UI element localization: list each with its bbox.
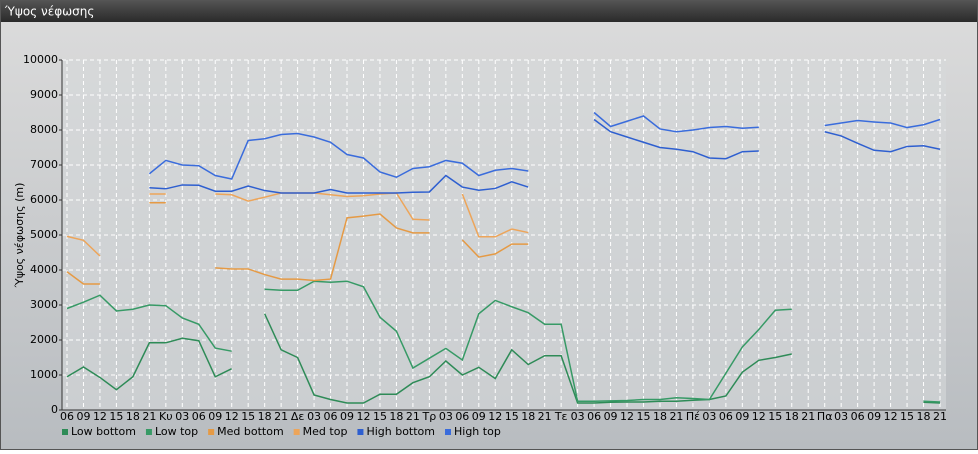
y-tick-label: 3000 (30, 298, 58, 311)
legend-swatch (208, 429, 215, 435)
x-tick-label: 12 (752, 410, 766, 423)
x-tick-label: 03 (439, 410, 453, 423)
x-tick-label: Δε (291, 410, 305, 423)
x-tick-label: 21 (669, 410, 683, 423)
x-tick-label: 18 (126, 410, 140, 423)
y-tick-label: 10000 (23, 53, 58, 66)
x-tick-label: 12 (225, 410, 239, 423)
legend-label: Low top (155, 425, 198, 438)
legend-swatch (62, 429, 68, 435)
x-tick-label: 18 (389, 410, 403, 423)
x-tick-label: 12 (620, 410, 634, 423)
x-tick-label: 03 (702, 410, 716, 423)
x-tick-label: 18 (521, 410, 535, 423)
x-tick-label: Κυ (159, 410, 173, 423)
legend-label: Low bottom (71, 425, 136, 438)
x-tick-label: 09 (472, 410, 486, 423)
x-tick-label: 06 (719, 410, 733, 423)
y-tick-label: 6000 (30, 193, 58, 206)
x-tick-label: Πέ (686, 410, 700, 423)
x-tick-label: Τε (554, 410, 568, 423)
x-tick-label: 15 (637, 410, 651, 423)
x-tick-label: 15 (241, 410, 255, 423)
x-tick-label: 06 (587, 410, 601, 423)
x-tick-label: 21 (538, 410, 552, 423)
legend-swatch (145, 429, 152, 435)
x-tick-label: 15 (768, 410, 782, 423)
x-tick-label: 03 (834, 410, 848, 423)
legend-label: High top (454, 425, 501, 438)
y-tick-label: 9000 (30, 88, 58, 101)
y-axis-label: Ύψος νέφωσης (m) (13, 183, 26, 289)
legend-label: Med bottom (217, 425, 284, 438)
x-tick-label: 18 (653, 410, 667, 423)
x-tick-label: 15 (109, 410, 123, 423)
legend-swatch (445, 429, 451, 435)
x-tick-label: 21 (142, 410, 156, 423)
x-tick-label: 18 (917, 410, 931, 423)
x-tick-label: 18 (258, 410, 272, 423)
x-tick-label: 09 (867, 410, 881, 423)
x-tick-label: 06 (60, 410, 74, 423)
x-tick-label: 03 (175, 410, 189, 423)
legend-label: High bottom (366, 425, 435, 438)
series-line (148, 111, 941, 180)
x-tick-label: 21 (933, 410, 947, 423)
x-tick-label: 06 (455, 410, 469, 423)
legend-swatch (357, 429, 364, 435)
x-tick-label: 09 (340, 410, 354, 423)
x-tick-label: 15 (900, 410, 914, 423)
x-tick-label: Πα (817, 410, 833, 423)
x-tick-label: 03 (571, 410, 585, 423)
x-tick-label: 09 (604, 410, 618, 423)
x-tick-label: 12 (884, 410, 898, 423)
y-tick-label: 4000 (30, 263, 58, 276)
y-tick-label: 5000 (30, 228, 58, 241)
legend-swatch (293, 429, 300, 435)
x-tick-label: 12 (93, 410, 107, 423)
window-title: Ύψος νέφωσης (4, 5, 94, 19)
x-tick-label: 03 (307, 410, 321, 423)
title-bar (0, 0, 978, 22)
x-tick-label: 18 (785, 410, 799, 423)
x-tick-label: 09 (735, 410, 749, 423)
x-tick-label: 06 (851, 410, 865, 423)
x-tick-label: Τρ (422, 410, 437, 423)
x-tick-label: 15 (373, 410, 387, 423)
x-tick-label: 09 (208, 410, 222, 423)
x-tick-label: 06 (192, 410, 206, 423)
series-line (66, 192, 529, 257)
x-tick-label: 12 (488, 410, 502, 423)
y-tick-label: 0 (51, 403, 58, 416)
legend-label: Med top (303, 425, 348, 438)
x-tick-label: 12 (356, 410, 370, 423)
series-line (149, 118, 941, 194)
y-tick-label: 1000 (30, 368, 58, 381)
x-tick-label: 15 (505, 410, 519, 423)
x-tick-label: 21 (274, 410, 288, 423)
y-tick-label: 8000 (30, 123, 58, 136)
y-tick-label: 2000 (30, 333, 58, 346)
x-tick-label: 21 (406, 410, 420, 423)
series-line (66, 202, 529, 285)
series-line (66, 280, 941, 403)
x-tick-label: 21 (801, 410, 815, 423)
x-tick-label: 06 (324, 410, 338, 423)
x-tick-label: 09 (76, 410, 90, 423)
y-tick-label: 7000 (30, 158, 58, 171)
